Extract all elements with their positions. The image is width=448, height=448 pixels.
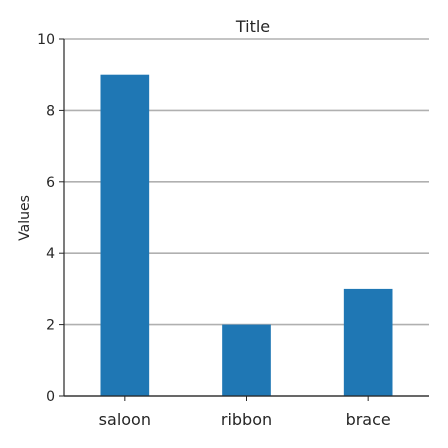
y-tick-label: 10	[37, 32, 55, 48]
y-tick-label: 8	[46, 103, 55, 119]
y-tick-label: 6	[46, 175, 55, 191]
y-axis-title: Values	[17, 195, 33, 241]
chart-title: Title	[235, 17, 270, 36]
x-tick-label: brace	[346, 410, 391, 429]
x-tick-label: ribbon	[221, 410, 272, 429]
x-tick-label: saloon	[99, 410, 151, 429]
bars	[100, 74, 393, 396]
bar-ribbon	[222, 324, 271, 396]
y-ticks: 0 2 4 6 8 10	[37, 32, 64, 405]
bar-brace	[343, 288, 393, 396]
x-ticks: saloon ribbon brace	[99, 396, 391, 429]
y-tick-label: 4	[46, 246, 55, 262]
y-tick-label: 2	[46, 318, 55, 334]
y-tick-label: 0	[46, 389, 55, 405]
bar-saloon	[100, 74, 150, 396]
